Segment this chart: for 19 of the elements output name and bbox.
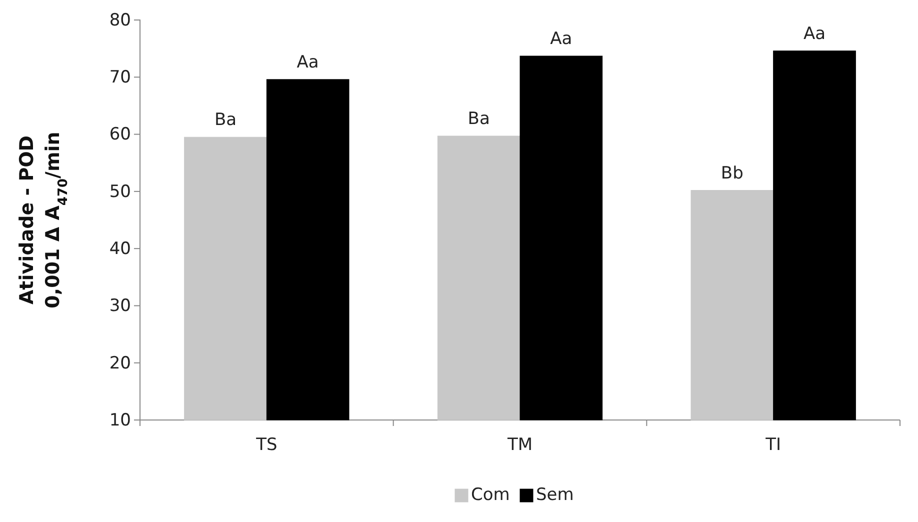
y-tick-label: 50 (109, 182, 131, 202)
data-label: Aa (550, 29, 572, 49)
y-tick-label: 60 (109, 124, 131, 145)
data-label: Aa (296, 52, 319, 72)
y-tick-label: 80 (109, 10, 131, 30)
data-label: Ba (468, 109, 490, 129)
x-tick-label: TI (764, 435, 782, 455)
y-tick-label: 10 (109, 410, 131, 430)
y-tick-label: 30 (109, 296, 131, 316)
y-tick-label: 70 (109, 68, 131, 88)
x-tick-label: TM (506, 435, 533, 455)
x-tick-label: TS (255, 435, 278, 455)
legend-label: Com (471, 485, 510, 505)
data-label: Ba (214, 110, 237, 130)
data-label: Aa (803, 24, 826, 44)
y-tick-label: 20 (109, 353, 131, 374)
legend-label: Sem (536, 485, 574, 505)
data-label: Bb (720, 163, 744, 184)
y-tick-label: 40 (109, 239, 131, 260)
